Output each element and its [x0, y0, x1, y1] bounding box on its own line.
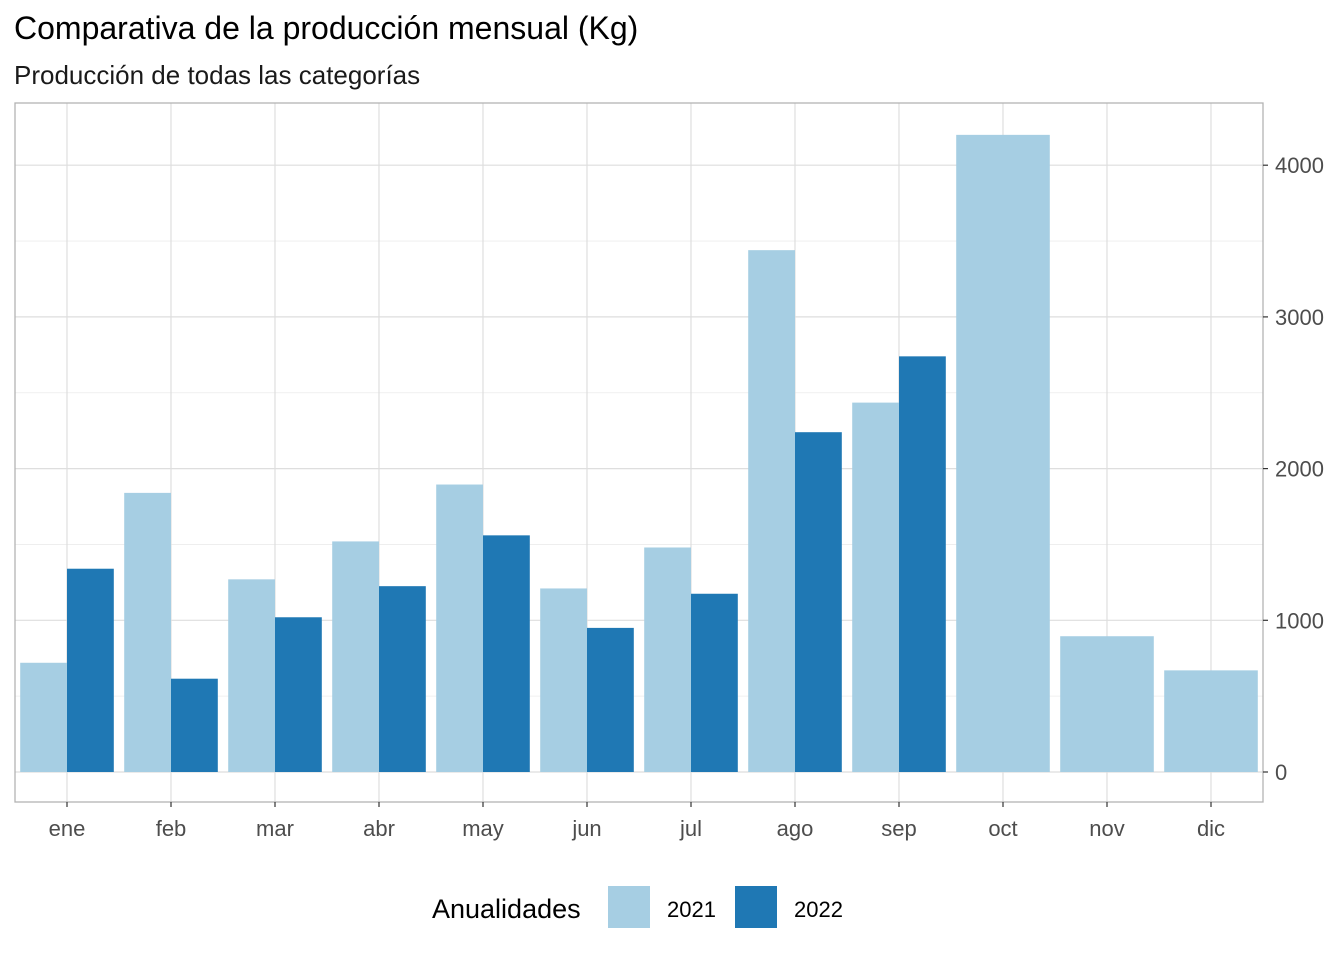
x-tick-label: oct — [988, 816, 1017, 841]
y-tick-label: 4000 — [1275, 153, 1324, 178]
bar-2021-nov — [1060, 636, 1154, 772]
bar-2021-ago — [748, 250, 795, 773]
bar-2021-mar — [228, 579, 275, 772]
x-tick-label: mar — [256, 816, 294, 841]
bar-2022-sep — [899, 356, 946, 772]
bar-2022-jul — [691, 593, 738, 772]
bar-2022-mar — [275, 617, 322, 772]
bar-2022-may — [483, 535, 530, 772]
bar-2022-jun — [587, 627, 634, 772]
legend-title: Anualidades — [432, 894, 581, 924]
x-tick-label: jul — [679, 816, 702, 841]
bar-2022-ene — [67, 568, 114, 772]
x-tick-label: jun — [571, 816, 601, 841]
chart-subtitle: Producción de todas las categorías — [14, 60, 421, 90]
bar-2022-feb — [171, 678, 218, 772]
y-tick-label: 1000 — [1275, 608, 1324, 633]
legend-key-2022 — [735, 886, 777, 928]
bar-2021-feb — [124, 492, 171, 772]
bar-2021-ene — [20, 662, 67, 772]
bar-2021-may — [436, 484, 483, 772]
bar-2021-abr — [332, 541, 379, 772]
x-tick-label: feb — [156, 816, 187, 841]
bar-2021-jun — [540, 588, 587, 772]
x-tick-label: sep — [881, 816, 916, 841]
bar-2022-ago — [795, 432, 842, 772]
bar-2022-abr — [379, 586, 426, 772]
x-tick-label: abr — [363, 816, 395, 841]
legend-label-2021: 2021 — [667, 897, 716, 922]
bar-2021-sep — [852, 402, 899, 772]
x-tick-label: dic — [1197, 816, 1225, 841]
x-tick-label: ago — [777, 816, 814, 841]
bar-2021-jul — [644, 547, 691, 772]
x-tick-label: ene — [49, 816, 86, 841]
y-tick-label: 3000 — [1275, 305, 1324, 330]
x-tick-label: may — [462, 816, 504, 841]
axes: 0 1000 2000 3000 4000 ene feb mar abr may jun jul ag… — [49, 153, 1324, 841]
legend: Anualidades 2021 2022 — [432, 886, 843, 928]
y-tick-label: 2000 — [1275, 457, 1324, 482]
bars — [20, 134, 1258, 773]
legend-key-2021 — [608, 886, 650, 928]
legend-label-2022: 2022 — [794, 897, 843, 922]
y-tick-label: 0 — [1275, 760, 1287, 785]
x-tick-label: nov — [1089, 816, 1124, 841]
plot-background — [15, 103, 1263, 802]
chart-title: Comparativa de la producción mensual (Kg… — [14, 10, 639, 46]
plot-border — [14, 102, 1264, 803]
bar-2021-dic — [1164, 670, 1258, 772]
bar-2021-oct — [956, 134, 1050, 773]
